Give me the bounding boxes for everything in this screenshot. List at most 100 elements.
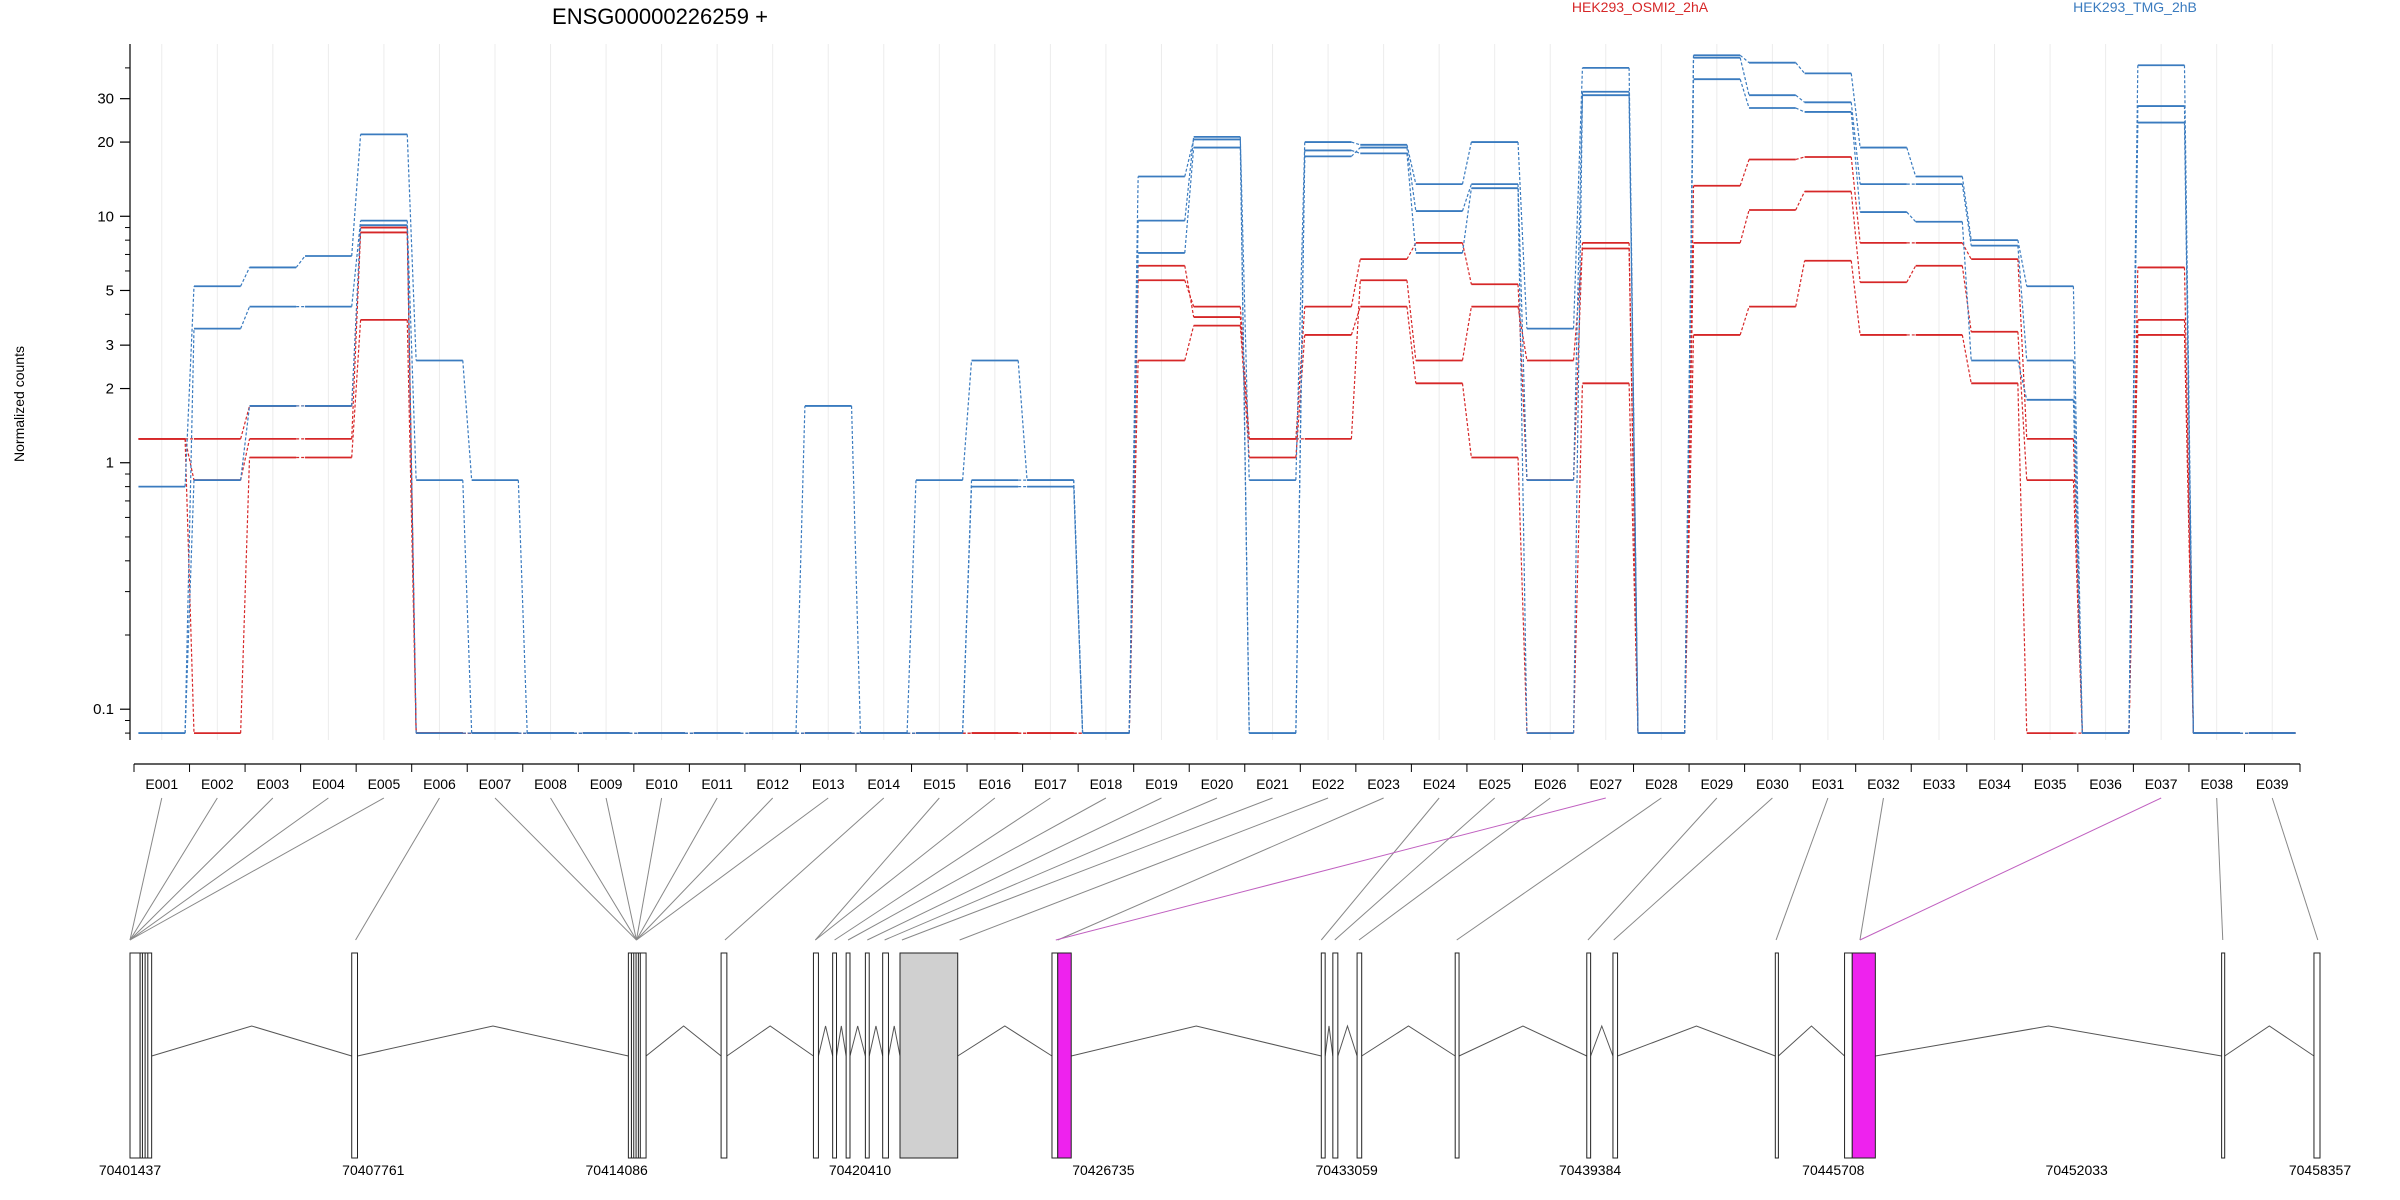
intron-line — [1617, 1025, 1776, 1057]
data-connector — [1184, 265, 1195, 318]
data-connector — [1961, 184, 1972, 246]
data-connector — [1350, 306, 1361, 336]
coordinate-label: 70401437 — [99, 1162, 162, 1178]
exon-connector — [1456, 797, 1662, 941]
data-connector — [1295, 142, 1306, 481]
data-connector — [1961, 334, 1972, 384]
data-connector — [1350, 259, 1361, 307]
intron-line — [2224, 1025, 2315, 1057]
exon-box — [864, 952, 870, 1159]
data-connector — [1128, 176, 1139, 734]
exon-connector — [815, 797, 996, 941]
x-tick-label: E011 — [701, 776, 733, 792]
data-connector — [184, 480, 195, 734]
data-connector — [1517, 457, 1528, 734]
data-connector — [1406, 242, 1417, 260]
exon-connector — [1859, 797, 2162, 941]
exon-connector — [884, 797, 1218, 941]
data-connector — [1239, 139, 1250, 481]
intron-line — [1875, 1025, 2222, 1057]
chart-title: ENSG00000226259 + — [552, 4, 768, 29]
plot-area: 0.1 1 2 3 5 10 20 30 E001 E002 E003 E004 E005 E006 E00… — [93, 44, 2301, 792]
coordinate-label: 70414086 — [586, 1162, 649, 1178]
exon-connector — [834, 797, 1051, 941]
intron-line — [1458, 1025, 1587, 1057]
x-tick-label: E018 — [1090, 776, 1123, 792]
exon-box — [1612, 952, 1619, 1159]
data-connector — [1795, 107, 1805, 113]
data-connector — [1295, 334, 1306, 458]
exon-box — [1851, 952, 1876, 1159]
data-connector — [1184, 136, 1195, 221]
exon-connector — [129, 797, 218, 941]
coordinate-label: 70407761 — [342, 1162, 405, 1178]
data-connector — [1239, 317, 1250, 439]
y-tick-label: 1 — [106, 455, 114, 472]
y-tick-label: 0.1 — [93, 701, 114, 718]
exon-connector — [1334, 797, 1496, 941]
intron-line — [957, 1025, 1053, 1057]
data-connector — [1406, 280, 1417, 361]
exon-connector — [1320, 797, 1440, 941]
exon-box — [129, 952, 141, 1159]
intron-line — [887, 1025, 901, 1057]
data-connector — [1795, 260, 1806, 307]
data-connector — [2072, 286, 2083, 734]
x-tick-label: E015 — [923, 776, 956, 792]
x-tick-label: E036 — [2089, 776, 2122, 792]
data-connector — [351, 134, 362, 257]
x-tick-label: E033 — [1923, 776, 1956, 792]
exon-connector — [847, 797, 1107, 941]
data-connector — [2183, 267, 2194, 734]
data-connector — [351, 232, 362, 439]
y-tick-label: 30 — [97, 91, 114, 108]
data-connector — [1295, 150, 1306, 734]
exon-box — [2221, 952, 2226, 1159]
y-tick-label: 10 — [97, 208, 114, 225]
coordinate-label: 70445708 — [1802, 1162, 1865, 1178]
data-connector — [1684, 334, 1695, 734]
x-tick-label: E038 — [2200, 776, 2233, 792]
x-tick-label: E014 — [867, 776, 900, 792]
x-tick-label: E021 — [1256, 776, 1289, 792]
intron-line — [1071, 1025, 1322, 1057]
data-connector — [1295, 306, 1306, 439]
data-connector — [240, 405, 251, 481]
x-tick-label: E025 — [1478, 776, 1511, 792]
exon-box — [899, 952, 959, 1159]
data-connector — [1572, 67, 1584, 329]
exon-box — [720, 952, 728, 1159]
data-connector — [1406, 144, 1417, 185]
data-connector — [1850, 191, 1861, 283]
exon-box — [832, 952, 838, 1159]
coordinate-label: 70458357 — [2289, 1162, 2352, 1178]
data-connector — [1684, 79, 1695, 734]
coordinate-label: 70452033 — [2046, 1162, 2109, 1178]
data-connector — [2017, 240, 2028, 287]
data-connector — [1906, 265, 1917, 283]
data-connector — [1351, 149, 1361, 154]
exon-connector — [636, 797, 718, 941]
series-HEK293_TMG_2hB — [138, 78, 2296, 734]
x-tick-label: E003 — [256, 776, 289, 792]
data-connector — [1628, 95, 1639, 734]
data-connector — [1850, 156, 1861, 243]
data-connector — [1184, 280, 1195, 307]
x-tick-label: E006 — [423, 776, 456, 792]
intron-line — [151, 1025, 352, 1057]
y-tick-label: 20 — [97, 134, 114, 151]
exon-connector — [724, 797, 885, 941]
data-connector — [240, 267, 251, 287]
exon-connector — [605, 797, 637, 941]
data-connector — [1517, 284, 1528, 481]
data-connector — [2128, 122, 2139, 734]
data-connector — [2128, 267, 2139, 734]
exon-box — [351, 952, 359, 1159]
legend-label-osmi: HEK293_OSMI2_2hA — [1572, 0, 1709, 15]
x-tick-label: E039 — [2256, 776, 2289, 792]
exon-connector — [867, 797, 1162, 941]
data-connector — [1461, 242, 1472, 285]
y-tick-label: 2 — [106, 381, 114, 398]
data-connector — [406, 134, 417, 361]
coordinate-label: 70439384 — [1559, 1162, 1622, 1178]
